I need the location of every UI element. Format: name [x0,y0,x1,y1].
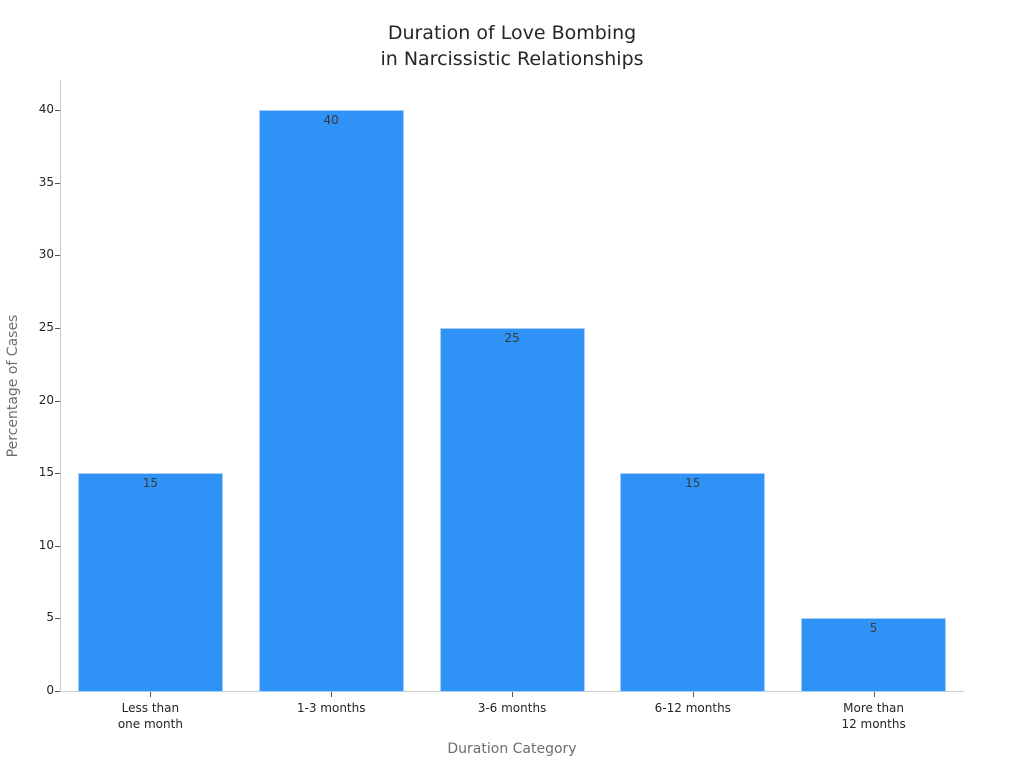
x-tick-mark [150,692,152,697]
y-tick-mark [55,182,60,184]
bar [258,110,404,692]
bar [620,473,766,692]
x-tick-label: 3-6 months [477,701,547,715]
x-tick-label: 1-3 months [296,701,366,715]
bar-value-label: 5 [869,621,878,636]
x-tick-mark [692,692,694,697]
y-tick-mark [55,473,60,475]
y-tick-label: 10 [38,537,54,552]
y-tick-label: 15 [38,465,54,480]
bar-value-label: 40 [323,113,339,127]
bar [439,327,585,692]
y-tick-label: 5 [46,610,54,625]
y-tick-mark [55,618,60,620]
x-tick-label: More than 12 months [841,701,906,731]
y-axis-line [60,80,61,692]
y-tick-mark [55,255,60,257]
x-axis-label: Duration Category [447,741,577,757]
y-tick-mark [55,327,60,329]
y-tick-mark [55,110,60,111]
y-tick-mark [55,545,60,547]
x-tick-mark [873,692,875,697]
y-tick-label: 25 [38,319,54,334]
chart-title-line-2: in Narcissistic Relationships [380,48,644,70]
y-tick-label: 35 [38,174,54,189]
bar-value-label: 25 [504,330,520,345]
bar-value-label: 15 [685,476,701,491]
x-tick-label: Less than one month [117,701,183,731]
bar [801,618,947,692]
y-axis-label: Percentage of Cases [5,314,21,458]
bar-value-label: 15 [142,476,159,491]
y-tick-label: 30 [38,247,54,262]
x-tick-mark [512,692,513,697]
chart-title: Duration of Love Bombing in Narcissistic… [0,20,1024,72]
x-tick-label: 6-12 months [654,701,731,715]
y-tick-label: 0 [46,683,54,697]
chart-title-line-1: Duration of Love Bombing [387,22,637,44]
y-tick-mark [55,691,60,692]
y-tick-mark [55,400,60,402]
x-tick-mark [331,692,333,697]
y-tick-label: 20 [38,392,54,407]
bar [77,473,223,692]
y-tick-label: 40 [38,102,54,116]
